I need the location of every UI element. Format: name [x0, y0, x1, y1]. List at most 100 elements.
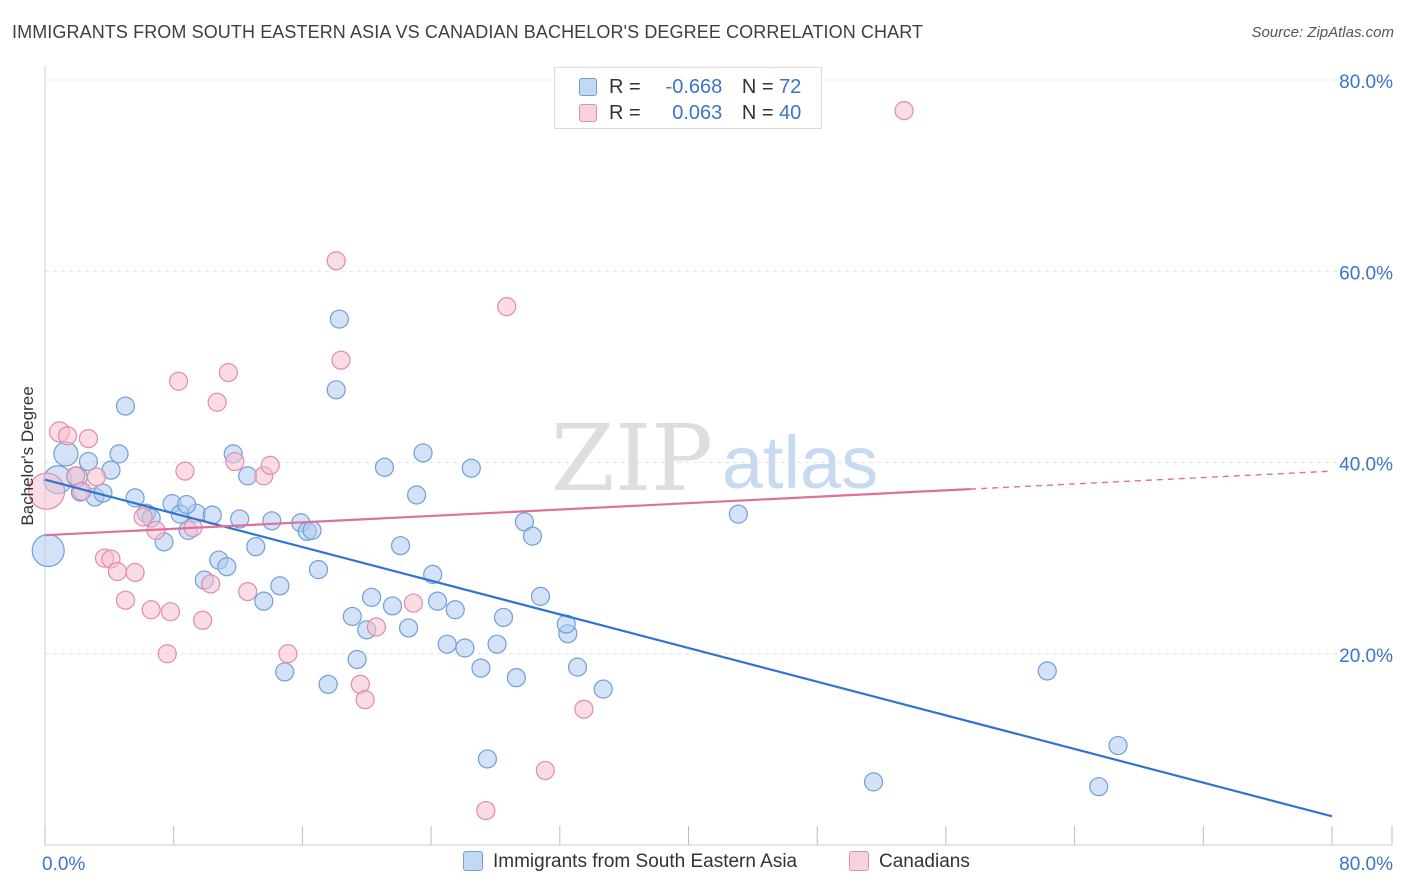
point-immigrants [302, 520, 322, 540]
source-credit: Source: ZipAtlas.com [1251, 24, 1394, 41]
pink-swatch [579, 104, 597, 122]
point-canadians [201, 574, 221, 594]
point-canadians [133, 507, 153, 527]
point-immigrants [342, 606, 362, 627]
gridlines [45, 79, 1392, 655]
legend-row-pink: R = 0.063 N = 40 [579, 102, 801, 128]
r-label: R = [609, 76, 641, 98]
point-canadians [355, 690, 375, 710]
r-label: R = [609, 102, 641, 124]
point-immigrants [593, 679, 613, 699]
series-legend: Immigrants from South Eastern Asia Canad… [0, 851, 1406, 877]
point-immigrants [437, 634, 457, 654]
point-immigrants [1037, 661, 1057, 681]
legend-label: Canadians [879, 851, 970, 872]
point-immigrants [477, 749, 498, 769]
point-immigrants [275, 662, 295, 682]
point-immigrants [398, 618, 419, 638]
point-canadians [326, 251, 346, 271]
point-immigrants [347, 649, 367, 670]
legend-item-canadians[interactable]: Canadians [849, 851, 970, 873]
y-axis-label: Bachelor's Degree [18, 386, 37, 526]
point-canadians [78, 428, 99, 449]
point-immigrants [254, 591, 274, 611]
point-canadians [403, 593, 424, 613]
chart-title: IMMIGRANTS FROM SOUTH EASTERN ASIA VS CA… [12, 22, 924, 42]
point-immigrants [530, 586, 551, 606]
point-immigrants [413, 443, 433, 463]
point-immigrants [427, 591, 448, 611]
point-immigrants [115, 396, 136, 416]
point-immigrants [493, 607, 514, 628]
point-immigrants [1089, 777, 1109, 797]
point-immigrants [567, 657, 588, 677]
point-immigrants [455, 638, 475, 658]
point-immigrants [361, 587, 382, 607]
x-tick-label: 80.0% [1339, 854, 1393, 875]
trend-line-canadians [44, 488, 971, 537]
point-canadians [476, 800, 496, 821]
point-immigrants [374, 457, 395, 477]
y-tick-label: 40.0% [1339, 455, 1393, 476]
point-canadians [260, 455, 280, 475]
point-canadians [894, 100, 914, 121]
r-value: -0.668 [665, 76, 723, 98]
point-immigrants [461, 458, 481, 478]
point-immigrants [262, 511, 282, 531]
point-canadians [535, 760, 555, 781]
point-immigrants [522, 526, 543, 546]
point-canadians [331, 350, 351, 370]
x-tick-label: 0.0% [42, 854, 85, 875]
point-immigrants [308, 559, 329, 580]
point-immigrants [230, 509, 250, 529]
point-immigrants [506, 668, 526, 688]
legend-item-immigrants[interactable]: Immigrants from South Eastern Asia [463, 851, 797, 873]
point-immigrants [53, 441, 79, 467]
point-canadians [86, 467, 107, 487]
trend-line-extension [969, 470, 1333, 490]
r-value: 0.063 [672, 102, 723, 124]
point-immigrants [109, 444, 129, 464]
legend-row-blue: R = -0.668 N = 72 [579, 76, 801, 102]
point-immigrants [78, 451, 99, 472]
point-immigrants [318, 674, 338, 694]
axes [44, 66, 1393, 846]
watermark: ZIP atlas [551, 405, 878, 512]
y-tick-label: 60.0% [1339, 263, 1393, 284]
point-immigrants [217, 557, 237, 577]
point-immigrants [176, 494, 197, 515]
point-canadians [574, 699, 594, 719]
point-canadians [175, 461, 195, 481]
trend-line-immigrants [44, 478, 1333, 818]
n-label: N = [741, 102, 774, 124]
point-immigrants [471, 658, 491, 678]
point-canadians [107, 561, 127, 582]
point-canadians [141, 600, 161, 620]
point-immigrants [390, 536, 411, 556]
point-immigrants [270, 576, 290, 596]
point-immigrants [728, 504, 748, 524]
point-immigrants [238, 466, 258, 486]
point-canadians [225, 451, 245, 472]
blue-swatch [463, 851, 483, 871]
point-immigrants [514, 512, 535, 532]
point-canadians [497, 297, 517, 317]
point-immigrants [31, 533, 65, 568]
point-canadians [366, 617, 387, 637]
point-canadians [125, 562, 145, 583]
point-immigrants [246, 537, 266, 557]
correlation-legend: R = -0.668 N = 72 R = 0.063 N = 40 [554, 67, 822, 129]
point-canadians [278, 644, 298, 664]
point-canadians [218, 363, 238, 383]
point-canadians [207, 392, 227, 412]
tick-labels: 20.0% 40.0% 60.0% 80.0% 0.0% 80.0% [42, 72, 1393, 875]
point-immigrants [382, 596, 403, 616]
point-canadians [160, 602, 181, 622]
n-label: N = [741, 76, 774, 98]
point-immigrants [329, 309, 350, 329]
data-points [28, 100, 1128, 821]
point-canadians [157, 644, 177, 664]
point-canadians [115, 590, 136, 610]
y-tick-label: 20.0% [1339, 646, 1393, 667]
